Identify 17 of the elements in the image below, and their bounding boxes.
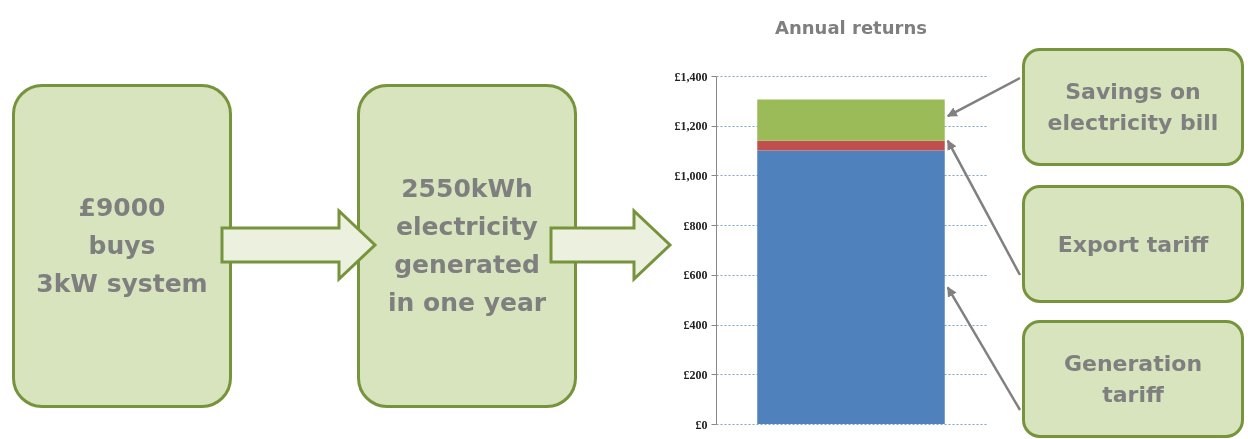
y-tick-label: £400 xyxy=(683,318,708,333)
text: Generation tariff xyxy=(1022,320,1244,438)
y-tick-label: £200 xyxy=(683,367,708,382)
y-tick-label: £1,200 xyxy=(674,119,708,134)
text: Export tariff xyxy=(1022,185,1244,303)
text: Savings on electricity bill xyxy=(1022,48,1244,166)
text: 2550kWh electricity generated in one year xyxy=(357,84,577,408)
text: £9000 buys 3kW system xyxy=(12,84,232,408)
bar xyxy=(757,150,945,424)
y-tick-label: £0 xyxy=(695,417,708,432)
y-tick-label: £1,400 xyxy=(674,69,708,84)
chart-title: Annual returns xyxy=(775,17,927,38)
y-tick-label: £800 xyxy=(683,218,708,233)
bar xyxy=(757,140,945,151)
bar xyxy=(757,99,945,141)
y-tick-label: £600 xyxy=(683,268,708,283)
y-tick-label: £1,000 xyxy=(674,168,708,183)
